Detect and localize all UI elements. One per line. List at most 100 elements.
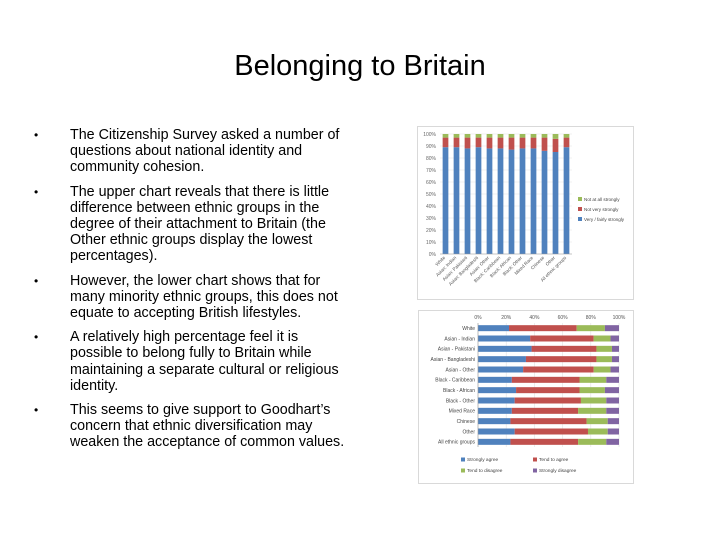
bar-segment — [442, 137, 449, 148]
bar-segment — [606, 376, 619, 383]
bar-segment — [478, 418, 511, 425]
bar-segment — [580, 397, 607, 404]
bar-segment — [563, 147, 570, 254]
y-category-label: Mixed Race — [449, 409, 476, 415]
bar-segment — [530, 148, 537, 254]
bar-segment — [604, 325, 619, 332]
attachment-chart-svg: 0%10%20%30%40%50%60%70%80%90%100%WhiteAs… — [423, 132, 625, 287]
bar-segment — [593, 366, 611, 373]
bar-segment — [610, 335, 619, 342]
bar-segment — [510, 418, 587, 425]
y-tick-label: 50% — [426, 192, 437, 198]
bullet-text: A relatively high percentage feel it is … — [70, 329, 339, 394]
bullet-dot: • — [34, 403, 39, 418]
bullet-list: • The Citizenship Survey asked a number … — [34, 127, 354, 451]
y-tick-label: 70% — [426, 168, 437, 174]
legend-swatch — [578, 197, 582, 201]
x-tick-label: 80% — [586, 315, 597, 321]
bar-segment — [486, 137, 493, 149]
bar-segment — [475, 137, 482, 148]
bar-segment — [596, 356, 612, 363]
bar-segment — [579, 387, 605, 394]
bar-segment — [552, 138, 559, 152]
legend-label: Tend to disagree — [467, 468, 503, 474]
bar-segment — [596, 345, 612, 352]
bar-segment — [593, 335, 611, 342]
bullet-item: • The upper chart reveals that there is … — [34, 184, 354, 265]
bar-segment — [453, 147, 460, 254]
bar-segment — [604, 387, 619, 394]
y-tick-label: 0% — [429, 252, 437, 258]
bar-segment — [607, 428, 619, 435]
bullet-text: The Citizenship Survey asked a number of… — [70, 127, 340, 176]
y-tick-label: 40% — [426, 204, 437, 210]
bar-segment — [578, 407, 607, 414]
y-tick-label: 20% — [426, 228, 437, 234]
bullet-text: This seems to give support to Goodhart’s… — [70, 402, 345, 451]
bullet-text: The upper chart reveals that there is li… — [70, 183, 330, 265]
bullet-text: However, the lower chart shows that for … — [70, 272, 338, 322]
bar-segment — [607, 418, 619, 425]
y-category-label: Black - African — [443, 388, 475, 394]
bar-segment — [552, 152, 559, 254]
y-category-label: Black - Other — [446, 398, 476, 404]
bullet-dot: • — [34, 128, 39, 142]
legend-label: Very / fairly strongly — [584, 217, 625, 222]
legend-swatch — [461, 457, 465, 462]
bar-segment — [514, 397, 581, 404]
y-category-label: Other — [462, 429, 475, 435]
bar-segment — [508, 134, 515, 138]
bar-segment — [523, 366, 594, 373]
bar-segment — [475, 134, 482, 138]
bar-segment — [519, 137, 526, 149]
bar-segment — [464, 148, 471, 254]
legend-label: Tend to agree — [539, 457, 569, 463]
legend-label: Strongly disagree — [539, 468, 577, 474]
legend-swatch — [578, 217, 582, 221]
bar-segment — [563, 134, 570, 138]
bar-segment — [519, 148, 526, 254]
legend-swatch — [533, 457, 537, 462]
legend-label: Not at all strongly — [584, 197, 620, 202]
y-category-label: Chinese — [457, 419, 476, 425]
bar-segment — [497, 134, 504, 138]
bullet-dot: • — [34, 273, 39, 288]
bar-segment — [475, 147, 482, 254]
bar-segment — [516, 387, 580, 394]
bar-segment — [478, 325, 510, 332]
legend-swatch — [533, 468, 537, 473]
x-tick-label: 60% — [558, 315, 569, 321]
bar-segment — [514, 428, 588, 435]
bar-segment — [530, 137, 537, 149]
bullet-item: • This seems to give support to Goodhart… — [34, 402, 354, 451]
bar-segment — [453, 134, 460, 138]
bar-segment — [478, 407, 512, 414]
y-category-label: Asian - Pakistani — [438, 347, 475, 353]
x-tick-label: 40% — [529, 315, 540, 321]
bar-segment — [478, 376, 512, 383]
bullet-dot: • — [34, 330, 39, 345]
belonging-chart-svg: 0% 20% 40% 60% 80% 100% White Asian - Indian Asi… — [431, 315, 626, 474]
bar-segment — [510, 438, 579, 445]
bar-segment — [611, 356, 619, 363]
bar-segment — [478, 428, 515, 435]
bar-segment — [531, 345, 597, 352]
bar-segment — [541, 134, 548, 138]
legend-label: Not very strongly — [584, 207, 619, 212]
y-category-label: Asian - Indian — [444, 336, 475, 342]
bar-segment — [478, 438, 511, 445]
y-tick-label: 60% — [426, 180, 437, 186]
bar-segment — [525, 356, 597, 363]
bar-segment — [442, 134, 449, 138]
x-tick-label: 20% — [501, 315, 512, 321]
y-category-label: White — [462, 326, 475, 332]
bar-segment — [610, 366, 619, 373]
bar-segment — [511, 407, 579, 414]
bar-segment — [486, 148, 493, 254]
bar-segment — [541, 150, 548, 254]
bar-segment — [478, 366, 524, 373]
bar-segment — [576, 325, 605, 332]
bar-segment — [530, 134, 537, 138]
bar-segment — [511, 376, 580, 383]
bar-segment — [478, 345, 532, 352]
